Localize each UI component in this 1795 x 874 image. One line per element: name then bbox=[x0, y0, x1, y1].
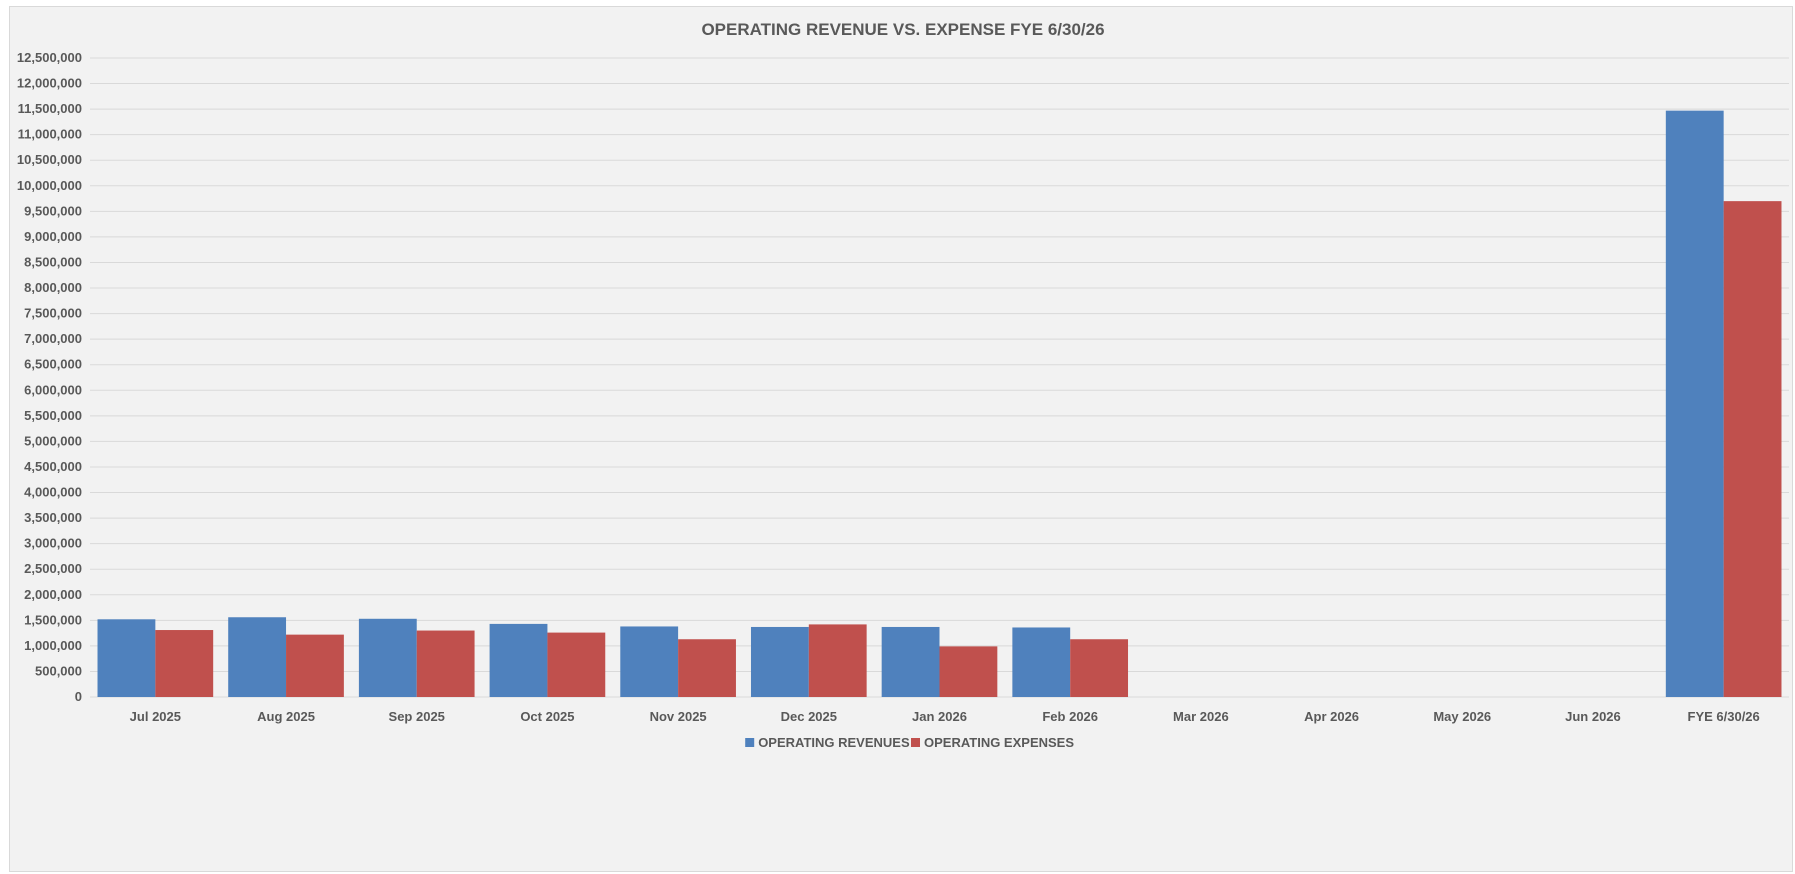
legend-swatch bbox=[911, 738, 920, 747]
y-tick-label: 4,000,000 bbox=[24, 485, 82, 500]
y-tick-label: 6,500,000 bbox=[24, 357, 82, 372]
y-tick-label: 5,500,000 bbox=[24, 408, 82, 423]
legend-label: OPERATING REVENUES bbox=[758, 735, 910, 750]
bar-expense bbox=[808, 624, 867, 697]
x-tick-label: FYE 6/30/26 bbox=[1688, 709, 1760, 724]
y-tick-label: 10,000,000 bbox=[17, 178, 82, 193]
y-tick-label: 7,000,000 bbox=[24, 331, 82, 346]
x-tick-label: Apr 2026 bbox=[1304, 709, 1359, 724]
x-tick-label: Oct 2025 bbox=[520, 709, 574, 724]
x-tick-label: Jul 2025 bbox=[130, 709, 181, 724]
chart-title: OPERATING REVENUE VS. EXPENSE FYE 6/30/2… bbox=[701, 20, 1104, 39]
y-tick-label: 9,000,000 bbox=[24, 229, 82, 244]
bar-revenue bbox=[750, 626, 809, 697]
x-tick-label: Dec 2025 bbox=[781, 709, 837, 724]
y-tick-label: 8,000,000 bbox=[24, 280, 82, 295]
y-tick-label: 5,000,000 bbox=[24, 433, 82, 448]
bar-expense bbox=[939, 646, 998, 697]
bar-expense bbox=[678, 639, 736, 697]
bar-revenue bbox=[620, 626, 679, 697]
bar-expense bbox=[1070, 639, 1129, 697]
x-tick-label: Jun 2026 bbox=[1565, 709, 1621, 724]
y-tick-label: 12,000,000 bbox=[17, 76, 82, 91]
x-axis-tick-labels: Jul 2025 Aug 2025 Sep 2025 Oct 2025 Nov 2025… bbox=[130, 709, 1760, 724]
bar-expense bbox=[416, 630, 475, 697]
legend: OPERATING REVENUES OPERATING EXPENSES bbox=[745, 735, 1074, 750]
bar-revenue bbox=[1665, 110, 1724, 697]
y-tick-label: 6,000,000 bbox=[24, 382, 82, 397]
x-tick-label: Feb 2026 bbox=[1042, 709, 1098, 724]
y-tick-label: 3,000,000 bbox=[24, 536, 82, 551]
x-tick-label: Nov 2025 bbox=[650, 709, 707, 724]
y-axis-tick-labels: 0 500,000 1,000,000 1,500,000 2,000,000 2,500… bbox=[17, 50, 82, 704]
legend-label: OPERATING EXPENSES bbox=[924, 735, 1074, 750]
bar-revenue bbox=[97, 619, 156, 697]
y-tick-label: 11,000,000 bbox=[18, 127, 82, 142]
x-tick-label: Aug 2025 bbox=[257, 709, 315, 724]
x-tick-label: Sep 2025 bbox=[389, 709, 445, 724]
y-tick-label: 2,500,000 bbox=[24, 561, 82, 576]
gridlines bbox=[90, 57, 1789, 698]
y-tick-label: 12,500,000 bbox=[17, 50, 82, 65]
bar-chart: OPERATING REVENUE VS. EXPENSE FYE 6/30/2… bbox=[17, 20, 1789, 750]
bars bbox=[97, 110, 1782, 698]
y-tick-label: 0 bbox=[75, 689, 82, 704]
y-tick-label: 1,000,000 bbox=[24, 638, 82, 653]
bar-revenue bbox=[1012, 627, 1071, 697]
bar-expense bbox=[547, 632, 606, 697]
y-tick-label: 4,500,000 bbox=[24, 459, 82, 474]
bar-revenue bbox=[489, 623, 548, 697]
chart-area: OPERATING REVENUE VS. EXPENSE FYE 6/30/2… bbox=[9, 6, 1793, 872]
legend-swatch bbox=[745, 738, 755, 747]
x-tick-label: May 2026 bbox=[1433, 709, 1491, 724]
y-tick-label: 8,500,000 bbox=[24, 254, 82, 269]
y-tick-label: 11,500,000 bbox=[18, 101, 82, 116]
bar-revenue bbox=[358, 618, 417, 697]
y-tick-label: 2,000,000 bbox=[24, 587, 82, 602]
bar-expense bbox=[1723, 201, 1782, 698]
y-tick-label: 1,500,000 bbox=[24, 612, 82, 627]
bar-revenue bbox=[881, 626, 940, 697]
y-tick-label: 3,500,000 bbox=[24, 510, 82, 525]
bar-revenue bbox=[228, 617, 287, 697]
bar-expense bbox=[286, 634, 344, 697]
y-tick-label: 9,500,000 bbox=[24, 203, 82, 218]
y-tick-label: 7,500,000 bbox=[24, 306, 82, 321]
y-tick-label: 10,500,000 bbox=[17, 152, 82, 167]
x-tick-label: Jan 2026 bbox=[912, 709, 967, 724]
bar-expense bbox=[155, 630, 214, 697]
y-tick-label: 500,000 bbox=[35, 663, 82, 678]
x-tick-label: Mar 2026 bbox=[1173, 709, 1229, 724]
